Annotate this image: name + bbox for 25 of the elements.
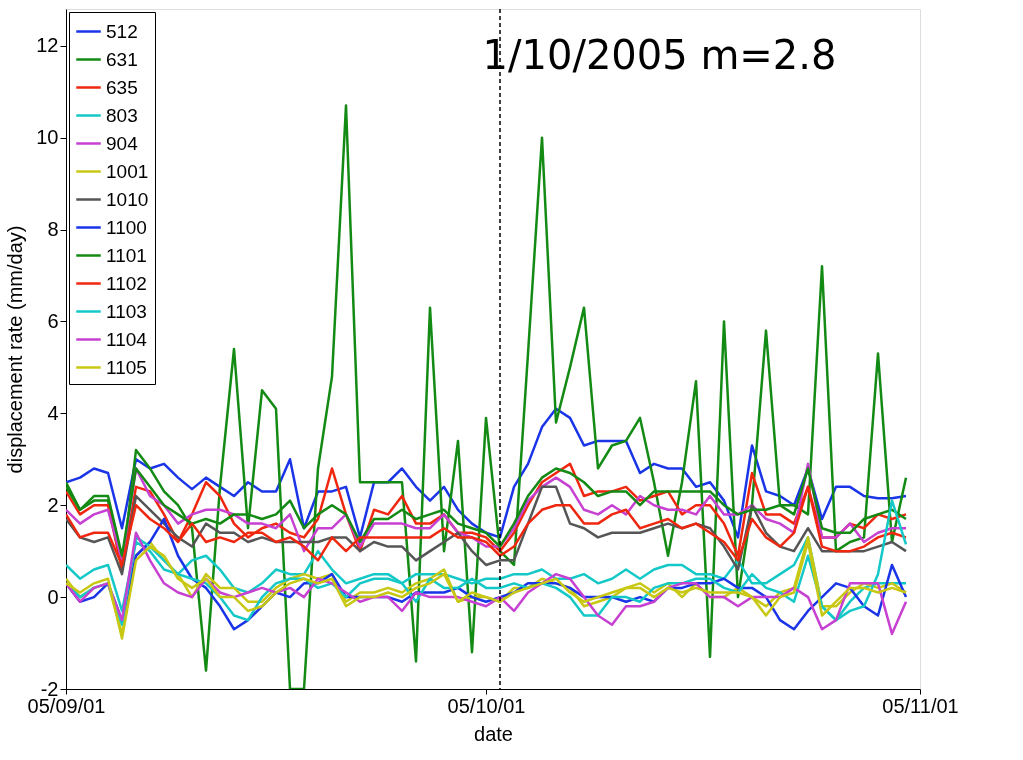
legend-label: 1010 — [106, 188, 149, 210]
legend-label: 631 — [106, 48, 138, 70]
y-axis-title: displacement rate (mm/day) — [4, 225, 27, 474]
y-tick-label: 0 — [47, 585, 59, 608]
legend-label: 635 — [106, 76, 138, 98]
y-tick-label: 10 — [36, 126, 59, 149]
legend-label: 1102 — [106, 272, 147, 294]
x-axis-title: date — [474, 722, 513, 745]
legend-label: 803 — [106, 104, 138, 126]
annotation: 1/10/2005 m=2.8 — [482, 31, 837, 78]
y-tick-label: 6 — [47, 309, 59, 332]
legend-label: 512 — [106, 20, 138, 42]
legend-label: 1104 — [106, 328, 148, 350]
y-tick-label: 4 — [47, 401, 59, 424]
x-tick-label: 05/11/01 — [882, 694, 959, 717]
legend-label: 1001 — [106, 160, 149, 182]
y-tick-label: 12 — [36, 34, 59, 57]
legend-label: 1103 — [106, 300, 147, 322]
legend-label: 904 — [106, 132, 139, 154]
legend-label: 1101 — [106, 244, 147, 266]
legend-label: 1100 — [106, 216, 147, 238]
legend-label: 1105 — [106, 356, 147, 378]
y-tick-label: 2 — [47, 493, 59, 516]
x-tick-label: 05/10/01 — [447, 694, 526, 717]
y-tick-label: 8 — [47, 218, 59, 241]
